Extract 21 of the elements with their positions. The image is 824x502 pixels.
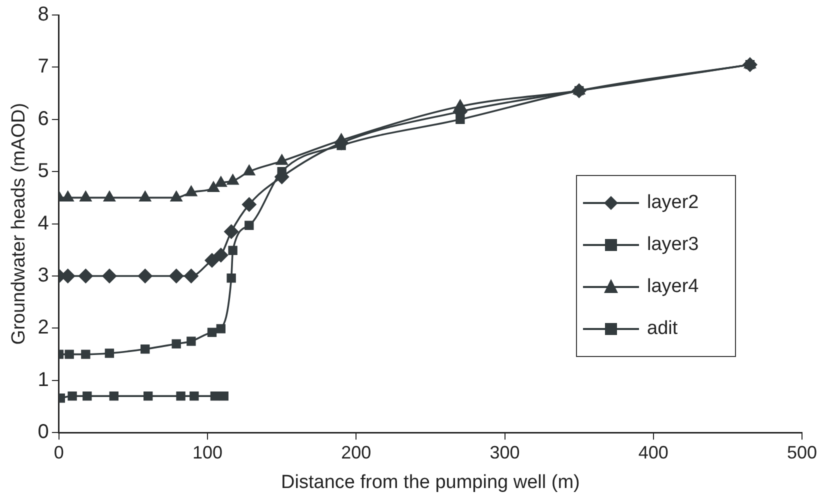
legend-label: layer3 xyxy=(647,234,699,256)
x-tick-label: 0 xyxy=(54,442,64,462)
legend-label: layer2 xyxy=(647,192,699,214)
y-tick-label: 4 xyxy=(38,212,49,234)
y-tick-label: 1 xyxy=(38,368,49,391)
x-tick-label: 300 xyxy=(490,442,520,462)
y-tick-label: 2 xyxy=(38,316,49,339)
x-tick-label: 400 xyxy=(638,442,668,462)
legend-label: adit xyxy=(647,318,678,340)
y-tick-label: 7 xyxy=(38,56,49,78)
x-tick-label: 200 xyxy=(341,442,372,462)
y-tick-label: 5 xyxy=(38,160,49,182)
y-tick-label: 0 xyxy=(38,421,49,444)
y-axis-title: Groundwater heads (mAOD) xyxy=(8,102,30,345)
y-tick-label: 3 xyxy=(38,264,49,287)
x-tick-label: 500 xyxy=(786,442,818,462)
x-axis-title: Distance from the pumping well (m) xyxy=(281,472,580,493)
legend-label: layer4 xyxy=(647,276,699,298)
y-tick-label: 6 xyxy=(38,108,49,130)
x-tick-label: 100 xyxy=(192,442,223,462)
y-tick-label: 8 xyxy=(38,4,49,26)
